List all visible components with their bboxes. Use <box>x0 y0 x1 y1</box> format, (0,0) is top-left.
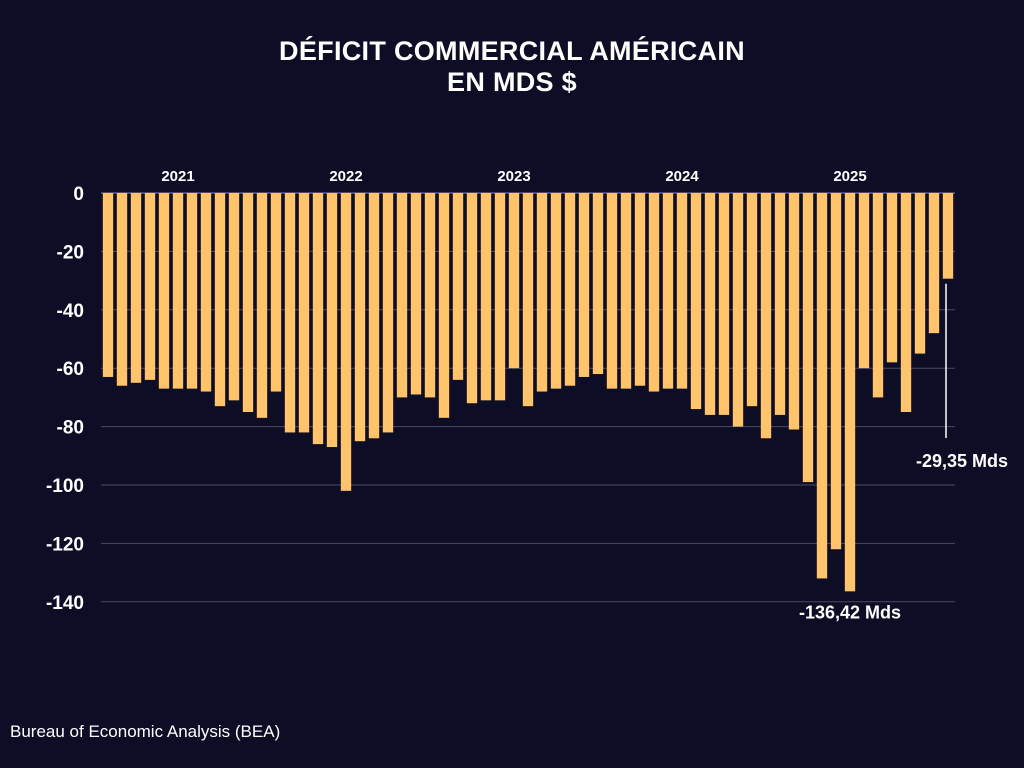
bar <box>788 193 800 430</box>
year-label: 2021 <box>161 168 194 185</box>
bar <box>900 193 912 412</box>
bar <box>592 193 604 375</box>
y-tick-label: 0 <box>73 184 84 205</box>
year-label: 2025 <box>833 168 866 185</box>
bar <box>424 193 436 398</box>
bar <box>270 193 282 392</box>
bar <box>676 193 688 389</box>
bar <box>942 193 954 279</box>
bar <box>844 193 856 592</box>
year-label: 2023 <box>497 168 530 185</box>
year-label: 2024 <box>665 168 699 185</box>
bar <box>620 193 632 389</box>
bar <box>186 193 198 389</box>
year-label: 2022 <box>329 168 362 185</box>
bar <box>326 193 338 448</box>
bar <box>550 193 562 389</box>
bar <box>830 193 842 550</box>
chart-title-line2: EN MDS $ <box>447 67 577 97</box>
bar <box>508 193 520 369</box>
bar <box>774 193 786 415</box>
bar <box>396 193 408 398</box>
bar <box>690 193 702 410</box>
annotation-last-label: -29,35 Mds <box>916 451 1008 471</box>
bar <box>284 193 296 433</box>
bar <box>228 193 240 401</box>
bar <box>886 193 898 363</box>
bar <box>662 193 674 389</box>
bar <box>312 193 324 445</box>
y-tick-label: -140 <box>46 593 84 614</box>
bar <box>578 193 590 377</box>
bar <box>606 193 618 389</box>
bar <box>802 193 814 483</box>
bar <box>914 193 926 354</box>
bar <box>158 193 170 389</box>
bar <box>438 193 450 418</box>
bar <box>536 193 548 392</box>
bar <box>102 193 114 377</box>
y-tick-label: -80 <box>57 418 84 439</box>
bar <box>760 193 772 439</box>
bar <box>480 193 492 401</box>
bar <box>130 193 142 383</box>
bar <box>564 193 576 386</box>
bar <box>382 193 394 433</box>
bar <box>144 193 156 380</box>
bar <box>116 193 128 386</box>
bar <box>858 193 870 369</box>
bar <box>732 193 744 427</box>
bar <box>648 193 660 392</box>
bar <box>340 193 352 491</box>
bar <box>718 193 730 415</box>
bar <box>816 193 828 579</box>
year-labels: 2021 2022 2023 2024 2025 <box>161 168 866 185</box>
bar <box>522 193 534 407</box>
y-tick-label: -20 <box>57 242 84 263</box>
bar <box>214 193 226 407</box>
y-axis-ticks: 0 -20 -40 -60 -80 -100 -120 -140 <box>46 184 84 614</box>
bar <box>172 193 184 389</box>
bar <box>256 193 268 418</box>
bar <box>704 193 716 415</box>
bar-series <box>102 193 954 592</box>
bar <box>928 193 940 334</box>
chart-title: DÉFICIT COMMERCIAL AMÉRICAIN EN MDS $ <box>0 36 1024 98</box>
bar <box>242 193 254 412</box>
y-tick-label: -120 <box>46 534 84 555</box>
y-tick-label: -40 <box>57 301 84 322</box>
bar <box>452 193 464 380</box>
bar <box>872 193 884 398</box>
annotation-min-label: -136,42 Mds <box>799 602 901 622</box>
annotations: -136,42 Mds -29,35 Mds <box>799 283 1008 622</box>
source-note: Bureau of Economic Analysis (BEA) <box>10 722 281 741</box>
chart-title-line1: DÉFICIT COMMERCIAL AMÉRICAIN <box>279 36 745 66</box>
y-tick-label: -100 <box>46 476 84 497</box>
bar <box>368 193 380 439</box>
bar <box>354 193 366 442</box>
bar <box>298 193 310 433</box>
bar <box>466 193 478 404</box>
bar <box>494 193 506 401</box>
bar <box>634 193 646 386</box>
bar <box>410 193 422 395</box>
bar <box>746 193 758 407</box>
y-tick-label: -60 <box>57 359 84 380</box>
bar <box>200 193 212 392</box>
